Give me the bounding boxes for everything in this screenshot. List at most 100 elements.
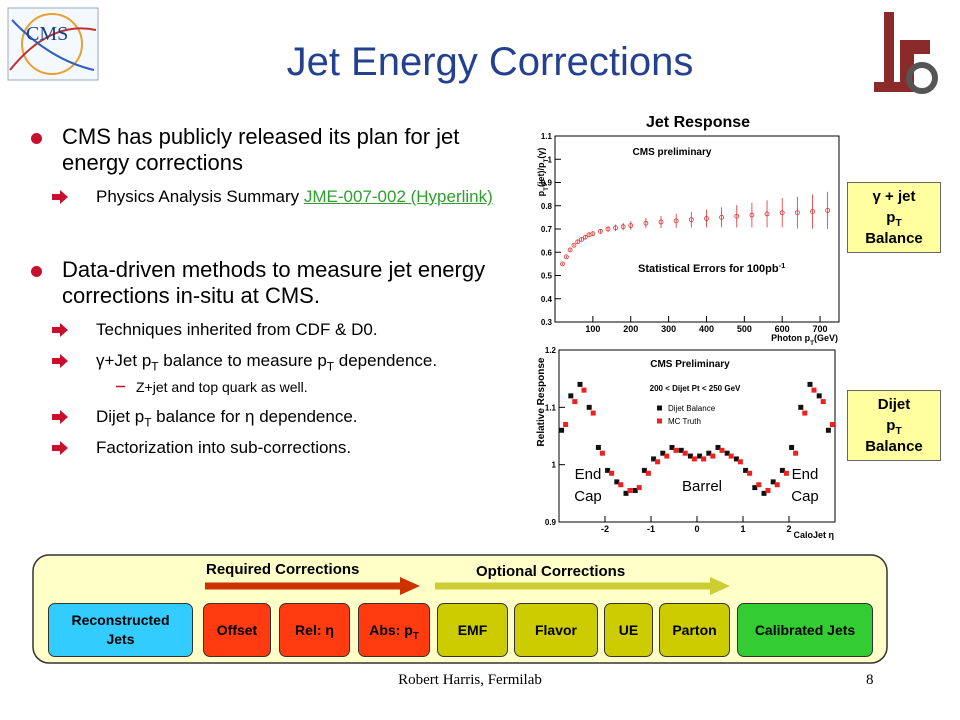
data-point (609, 470, 615, 476)
pipeline-step: Offset (203, 603, 271, 657)
x-tick-label: 500 (737, 324, 752, 334)
y-tick-label: 0.7 (541, 225, 553, 234)
bullet-dot (31, 266, 42, 277)
data-point (810, 209, 815, 214)
y-tick-label: 0.5 (541, 272, 553, 281)
x-axis-label: CaloJet η (793, 530, 834, 540)
text-run: dependence. (334, 351, 438, 370)
data-point (779, 210, 785, 216)
data-point (673, 447, 679, 453)
subscript: T (543, 159, 550, 163)
hyperlink[interactable]: JME-007-002 (Hyperlink) (303, 187, 493, 206)
text-run: Techniques inherited from CDF & D0. (96, 320, 378, 339)
subscript: T (895, 217, 902, 229)
text-run: (γ) (536, 148, 546, 159)
text-run: Data-driven methods to measure jet energ… (62, 257, 486, 308)
data-point (614, 479, 620, 485)
data-point (719, 447, 725, 453)
data-point (613, 225, 618, 231)
plot-frame (554, 135, 840, 323)
text-run: Balance (865, 230, 923, 247)
text-run: Rel: η (295, 621, 334, 638)
data-point (563, 254, 569, 260)
data-point (623, 490, 629, 496)
arrow-icon (52, 354, 68, 368)
subscript: T (151, 359, 159, 374)
text-run: UE (618, 621, 639, 638)
y-tick-label: 1.1 (541, 132, 553, 141)
y-tick-label: 1 (548, 155, 553, 164)
legend-marker (657, 418, 662, 424)
arrow-icon (52, 190, 68, 204)
data-point (704, 216, 709, 221)
data-point (728, 453, 734, 459)
text-run: balance for η dependence. (151, 407, 358, 426)
step-label: Calibrated Jets (751, 621, 858, 640)
data-point (687, 453, 693, 459)
data-point (774, 482, 780, 488)
data-point (567, 247, 573, 253)
data-point (761, 490, 767, 496)
side-box-line: Balance (848, 228, 940, 249)
data-point (798, 404, 804, 410)
arrow-icon (52, 441, 68, 455)
y-tick-label: 1 (552, 461, 557, 470)
step-label: Parton (667, 621, 722, 640)
step-label: Abs: pT (366, 621, 422, 641)
data-point (620, 224, 626, 230)
data-point (811, 387, 817, 393)
bullet: CMS has publicly released its plan for j… (28, 124, 528, 176)
data-point (655, 459, 661, 465)
arrow-icon (116, 385, 125, 388)
data-point (673, 218, 679, 224)
x-axis-label: Photon pT(GeV) (771, 333, 838, 347)
pipeline-step: Abs: pT (358, 603, 430, 657)
text-run: p (536, 190, 546, 196)
data-point (559, 427, 565, 433)
legend-marker (657, 405, 662, 411)
data-point (794, 210, 800, 216)
data-point (575, 239, 581, 245)
side-box-line: pT (848, 207, 940, 228)
sub-bullet: Techniques inherited from CDF & D0. (52, 319, 536, 340)
pipeline-step: Reconstructed Jets (48, 603, 193, 657)
data-point (599, 450, 605, 456)
text-run: γ+Jet p (96, 351, 152, 370)
data-point (636, 485, 642, 491)
data-point (802, 410, 808, 416)
pipeline-step: UE (604, 603, 653, 657)
x-tick-label: 200 (623, 324, 638, 334)
y-tick-label: 0.6 (541, 248, 553, 257)
x-tick-label: 600 (775, 324, 790, 334)
cms-logo-text: CMS (26, 23, 68, 45)
y-tick-label: 1.2 (545, 346, 557, 355)
data-point (669, 444, 675, 450)
subscript: T (326, 359, 335, 374)
data-point (605, 226, 611, 232)
data-point (825, 207, 831, 213)
subscript: T (144, 415, 152, 430)
sub-bullet: Physics Analysis Summary JME-007-002 (Hy… (52, 186, 536, 207)
plot-frame (558, 349, 836, 523)
text-run: Parton (672, 621, 717, 638)
lpc-logo (874, 12, 938, 94)
y-tick-label: 0.9 (545, 518, 557, 527)
sub-bullet: γ+Jet pT balance to measure pT dependenc… (52, 350, 536, 396)
text-run: (jet)/p (536, 162, 546, 187)
data-point (641, 467, 647, 473)
text-run: p (886, 209, 896, 226)
data-point (560, 261, 565, 267)
data-point (779, 467, 785, 473)
cms-logo: CMS (7, 7, 99, 81)
sub-sub-bullet: Z+jet and top quark as well. (116, 378, 536, 396)
region-label: Barrel (681, 478, 722, 495)
y-tick-label: 0.3 (541, 318, 553, 327)
slide-title: Jet Energy Corrections (286, 40, 694, 84)
data-point (807, 381, 813, 387)
data-point (590, 231, 596, 237)
step-label: Flavor (523, 621, 589, 640)
y-tick-label: 1.1 (545, 403, 557, 412)
data-point (581, 387, 587, 393)
data-point (783, 470, 789, 476)
data-point (749, 212, 755, 218)
